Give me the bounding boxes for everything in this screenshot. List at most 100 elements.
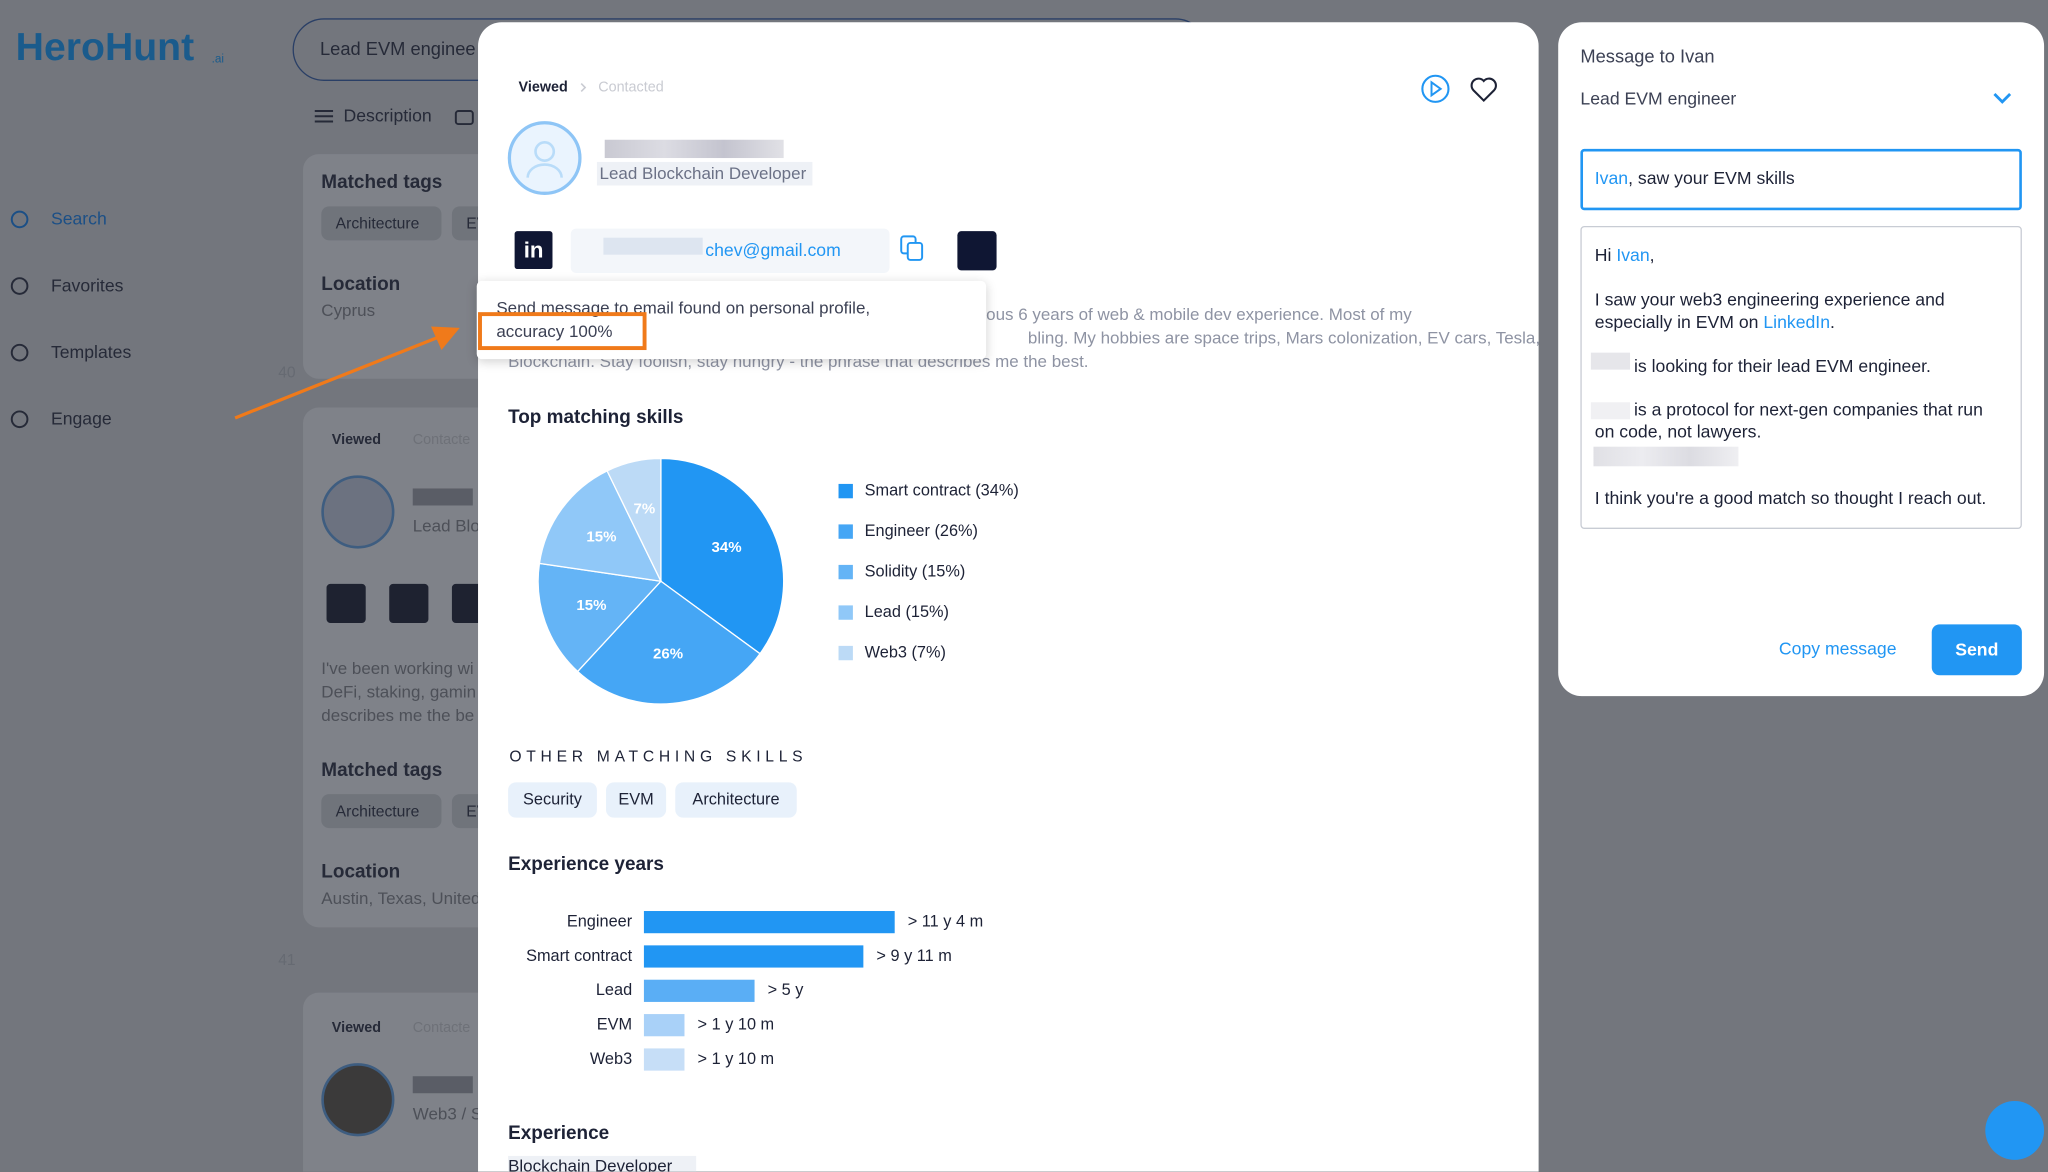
legend-label: Solidity (15%) — [865, 562, 966, 580]
arrow-head — [431, 326, 460, 351]
tooltip-text: accuracy 100% — [496, 321, 613, 341]
link-blur — [1593, 446, 1739, 467]
text-span: especially in EVM on — [1594, 312, 1764, 332]
send-email-button[interactable] — [957, 231, 997, 271]
email-blur — [603, 237, 703, 255]
legend-label: Lead (15%) — [865, 603, 949, 621]
linkedin-button[interactable]: in — [514, 231, 553, 270]
location-title: Location — [321, 274, 401, 296]
highlight-box — [478, 312, 647, 351]
status-next: Contacte — [412, 1020, 471, 1036]
avatar-head — [534, 141, 556, 162]
contact-icon — [326, 583, 366, 624]
pie-slice — [576, 580, 761, 705]
body-line: especially in EVM on LinkedIn. — [1595, 310, 1835, 336]
pie-slice — [537, 562, 663, 673]
bio-line: ous 6 years of web & mobile dev experien… — [986, 304, 1412, 324]
arrow-shaft — [234, 335, 440, 420]
email: chev@gmail.com — [705, 240, 841, 260]
tag: Architecture — [335, 801, 420, 821]
legend-label: Smart contract (34%) — [865, 481, 1019, 499]
send-label: Send — [1955, 639, 1999, 659]
copy-icon — [906, 241, 924, 261]
legend-label: Web3 (7%) — [865, 643, 946, 661]
name-blur — [412, 1076, 473, 1094]
name-blur — [412, 488, 473, 506]
experience-item: Blockchain Developer — [508, 1155, 673, 1172]
send-button[interactable]: Send — [1931, 624, 2022, 676]
body-line: I think you're a good match so thought I… — [1594, 488, 1987, 509]
dropdown-chevron — [1993, 93, 2012, 104]
matched-tags-title: Matched tags — [321, 760, 443, 782]
chat-launcher[interactable] — [1985, 1101, 2045, 1160]
status: Viewed — [331, 1020, 382, 1036]
company-blur — [1590, 402, 1631, 420]
bio-line: describes me the be — [321, 705, 475, 725]
avatar — [321, 1063, 395, 1137]
status: Viewed — [518, 79, 568, 96]
play-button[interactable] — [1421, 74, 1450, 103]
bar-category: EVM — [597, 1015, 632, 1033]
copy-button[interactable]: Copy message — [1778, 638, 1897, 659]
favorite-button[interactable] — [1470, 77, 1497, 103]
sidebar-item[interactable]: Templates — [50, 342, 132, 362]
skill-chip — [606, 782, 667, 818]
title-highlight — [596, 161, 813, 186]
subject-input[interactable] — [1580, 148, 2022, 211]
text-span: Ivan — [1616, 245, 1650, 266]
bar — [643, 945, 864, 968]
slice-label: 15% — [576, 597, 606, 614]
background-icons — [10, 110, 474, 429]
bio-line: bling. My hobbies are space trips, Mars … — [1027, 327, 1541, 348]
text-span: LinkedIn — [1763, 312, 1831, 332]
text-span: , saw your EVM skills — [1628, 168, 1795, 189]
bar — [643, 1048, 685, 1071]
result-index: 41 — [278, 950, 296, 970]
logo: HeroHunt — [15, 26, 195, 70]
body-line: is looking for their lead EVM engineer. — [1633, 356, 1931, 377]
slice-label: 34% — [712, 539, 742, 556]
location-title: Location — [321, 862, 401, 883]
result-index: 40 — [278, 363, 296, 382]
sidebar-icon — [10, 410, 29, 429]
bar — [643, 979, 755, 1002]
message-body[interactable] — [1580, 225, 2022, 529]
avatar — [321, 475, 395, 549]
search-query: Lead EVM enginee — [319, 37, 476, 59]
linkedin-icon: in — [523, 237, 544, 263]
legend-label: Engineer (26%) — [865, 522, 978, 540]
location: Austin, Texas, United — [321, 888, 481, 908]
text-span: Hi — [1594, 245, 1617, 266]
skill: EVM — [618, 790, 654, 809]
profile-title: Lead Blockchain Developer — [599, 163, 807, 183]
message-panel — [1558, 22, 2045, 697]
legend-swatch — [838, 483, 853, 499]
status-next: Contacted — [598, 79, 664, 96]
sidebar-icon — [10, 210, 29, 229]
body-line: on code, not lawyers. — [1594, 421, 1762, 442]
bar-value-label: > 1 y 10 m — [698, 1015, 775, 1033]
bar-value-label: > 1 y 10 m — [698, 1050, 775, 1068]
sidebar-item[interactable]: Engage — [50, 408, 112, 429]
sidebar-item[interactable]: Favorites — [50, 275, 124, 296]
bar-category: Engineer — [567, 912, 633, 930]
company-blur — [1590, 352, 1631, 370]
bar-value-label: > 5 y — [768, 981, 805, 999]
briefcase-icon — [454, 110, 474, 126]
sidebar-item[interactable]: Search — [50, 208, 107, 229]
body-line: I saw your web3 engineering experience a… — [1594, 289, 1945, 310]
job-select[interactable]: Lead EVM engineer — [1580, 88, 1737, 109]
tag: Architecture — [335, 214, 420, 233]
bar-category: Lead — [596, 981, 632, 999]
logo-suffix: .ai — [211, 52, 225, 66]
slice-label: 26% — [653, 646, 683, 663]
skill: Architecture — [692, 790, 780, 809]
section-title: Experience years — [508, 854, 664, 876]
tab: Description — [343, 105, 432, 126]
contact-icon — [389, 583, 429, 624]
legend-swatch — [838, 645, 853, 661]
